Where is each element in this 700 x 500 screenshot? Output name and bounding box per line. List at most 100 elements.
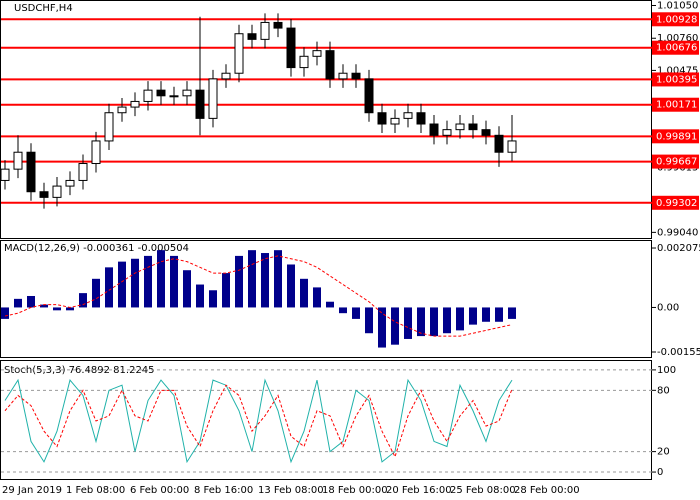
candle-body [78, 163, 88, 181]
stoch-panel [0, 360, 652, 480]
y-tick-label: 80 [657, 385, 670, 396]
macd-title: MACD(12,26,9) -0.000361 -0.000504 [4, 243, 189, 254]
candle-body [494, 134, 504, 153]
y-tick-label: 1.01050 [657, 1, 698, 12]
candle-body [442, 129, 452, 136]
macd-bar [352, 307, 360, 319]
y-tick-label: 1.00760 [657, 33, 698, 44]
macd-bar [222, 273, 230, 308]
x-tick-label: 28 Feb 00:00 [514, 485, 580, 496]
candle-body [221, 72, 231, 80]
level-label: 1.00395 [656, 74, 697, 85]
level-label: 1.00928 [656, 14, 697, 25]
macd-bar [365, 307, 373, 334]
stoch-title: Stoch(5,3,3) 76.4892 81.2245 [4, 365, 155, 376]
candle-body [26, 151, 36, 193]
candle-body [403, 112, 413, 119]
candle-body [208, 78, 218, 119]
candle-body [273, 21, 283, 29]
y-tick-label: 0.002075 [657, 243, 700, 254]
y-tick-label: 0 [657, 467, 663, 478]
candle-body [65, 179, 75, 187]
x-tick-label: 25 Feb 08:00 [450, 485, 516, 496]
macd-bar [196, 284, 204, 308]
macd-bar [378, 307, 386, 348]
level-label: 1.00676 [656, 43, 697, 54]
macd-bar [274, 250, 282, 308]
macd-bar [391, 307, 399, 345]
candle-body [286, 27, 296, 69]
level-box [652, 195, 699, 210]
candle-body [468, 123, 478, 131]
macd-bar [469, 307, 477, 325]
candle-body [429, 123, 439, 136]
y-tick-label: 20 [657, 447, 670, 458]
macd-bar [105, 267, 113, 308]
x-tick-label: 8 Feb 16:00 [194, 485, 253, 496]
y-tick-label: 1.00475 [657, 65, 698, 76]
candle-body [0, 168, 10, 181]
candle-body [377, 112, 387, 125]
x-tick-label: 18 Feb 00:00 [322, 485, 388, 496]
level-box [652, 40, 699, 55]
candle-body [312, 50, 322, 57]
price-panel [0, 0, 652, 239]
macd-bar [300, 278, 308, 308]
candle-body [234, 33, 244, 74]
macd-bar [14, 298, 22, 308]
candle-body [143, 89, 153, 102]
macd-panel [0, 240, 652, 358]
candle-body [325, 50, 335, 80]
x-tick-label: 6 Feb 00:00 [130, 485, 189, 496]
candle-body [351, 72, 361, 80]
macd-bar [235, 255, 243, 308]
candle-body [338, 72, 348, 80]
macd-bar [157, 250, 165, 308]
macd-bar [404, 307, 412, 339]
level-box [652, 72, 699, 87]
candle-body [195, 89, 205, 119]
level-box [652, 129, 699, 144]
candle-body [390, 117, 400, 125]
candle-body [299, 55, 309, 69]
macd-bar [53, 307, 61, 311]
macd-bar [131, 258, 139, 308]
macd-bar [482, 307, 490, 322]
macd-bar [1, 307, 9, 319]
macd-bar [313, 287, 321, 308]
macd-bar [456, 307, 464, 331]
macd-bar [495, 307, 503, 322]
candle-body [416, 112, 426, 125]
macd-bar [443, 307, 451, 334]
candle-body [481, 129, 491, 136]
level-label: 1.00171 [656, 100, 697, 111]
macd-bar [417, 307, 425, 337]
macd-bar [287, 264, 295, 308]
candle-body [364, 78, 374, 114]
candle-body [117, 106, 127, 114]
candle-body [104, 112, 114, 142]
candle-body [130, 100, 140, 108]
x-tick-label: 13 Feb 08:00 [258, 485, 324, 496]
x-tick-label: 29 Jan 2019 [2, 485, 62, 496]
candle-body [507, 140, 517, 153]
macd-bar [144, 255, 152, 308]
y-tick-label: 0.00 [657, 302, 679, 313]
macd-bar [40, 304, 48, 308]
macd-bar [339, 307, 347, 314]
candle-body [52, 185, 62, 198]
candle-body [39, 191, 49, 198]
candle-body [156, 89, 166, 97]
macd-bar [508, 307, 516, 319]
indicator-line [4, 255, 513, 337]
chart-title: USDCHF,H4 [14, 3, 73, 14]
candle-body [13, 151, 23, 170]
level-label: 0.99891 [656, 131, 697, 142]
macd-bar [326, 301, 334, 308]
candle-body [169, 95, 179, 98]
indicator-line [4, 384, 513, 459]
macd-bar [430, 307, 438, 337]
candle-body [91, 140, 101, 165]
macd-bar [118, 261, 126, 308]
